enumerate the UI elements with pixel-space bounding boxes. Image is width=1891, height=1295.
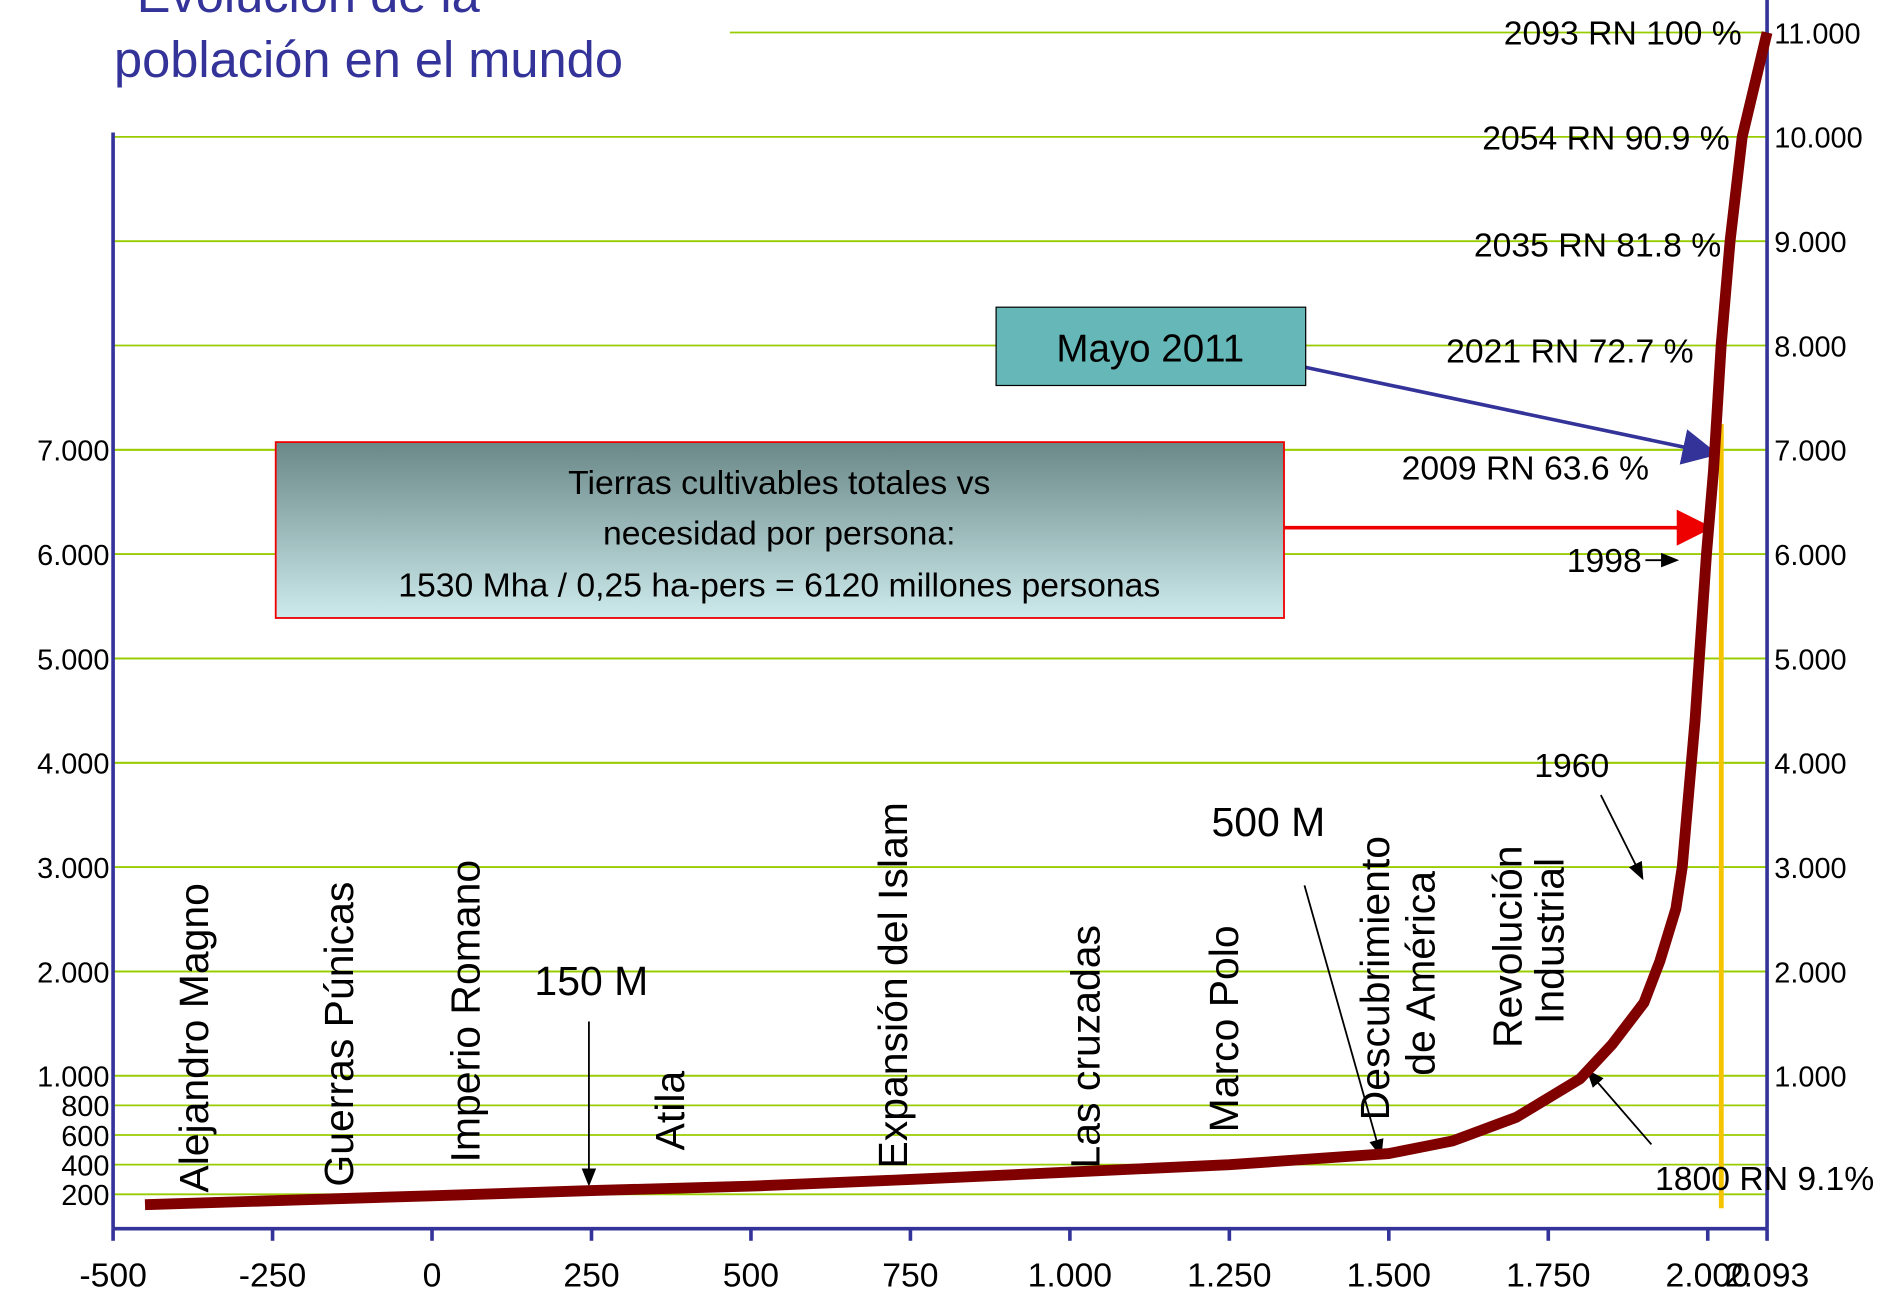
y2-tick-label: 3.000 bbox=[1774, 853, 1846, 885]
y-tick-label: 3.000 bbox=[37, 853, 109, 885]
y-tick-label: 6.000 bbox=[37, 540, 109, 572]
box-line: Tierras cultivables totales vs bbox=[568, 464, 990, 502]
y2-tick-label: 10.000 bbox=[1774, 123, 1862, 155]
y-tick-label: 600 bbox=[61, 1121, 109, 1153]
x-tick-label: 750 bbox=[882, 1257, 938, 1295]
x-tick-label: -500 bbox=[79, 1257, 147, 1295]
y-tick-label: 200 bbox=[61, 1180, 109, 1212]
y2-tick-label: 4.000 bbox=[1774, 749, 1846, 781]
callout: Mayo 2011 bbox=[1056, 327, 1244, 370]
y2-tick-label: 6.000 bbox=[1774, 540, 1846, 572]
y-tick-label: 1.000 bbox=[37, 1062, 109, 1094]
info-box bbox=[274, 441, 1285, 619]
event-label: Descubrimiento bbox=[1352, 836, 1398, 1120]
x-tick-label: 500 bbox=[723, 1257, 779, 1295]
box-line: 1530 Mha / 0,25 ha-pers = 6120 millones … bbox=[398, 566, 1160, 604]
y2-tick-label: 5.000 bbox=[1774, 644, 1846, 676]
event-label: Expansión del Islam bbox=[870, 802, 916, 1168]
y-tick-label: 800 bbox=[61, 1091, 109, 1123]
arrows bbox=[581, 365, 1719, 1187]
annotation: 2009 RN 63.6 % bbox=[1402, 449, 1649, 487]
event-label: Imperio Romano bbox=[442, 860, 488, 1163]
x-tick-label: 2.093 bbox=[1725, 1257, 1809, 1295]
annotation: 150 M bbox=[534, 958, 648, 1004]
annotation: 1800 RN 9.1% bbox=[1655, 1160, 1874, 1198]
event-label: Guerras Púnicas bbox=[316, 882, 362, 1187]
event-label: Las cruzadas bbox=[1063, 925, 1109, 1168]
x-tick-label: 1.750 bbox=[1506, 1257, 1590, 1295]
annotation: 2021 RN 72.7 % bbox=[1446, 333, 1693, 371]
annotation: 2035 RN 81.8 % bbox=[1474, 227, 1721, 265]
title: Evolución de la bbox=[137, 0, 481, 23]
x-tick-label: 2.000 bbox=[1666, 1257, 1750, 1295]
event-label: Atila bbox=[647, 1071, 693, 1151]
event-label: Alejandro Magno bbox=[171, 883, 217, 1193]
title: población en el mundo bbox=[114, 31, 623, 88]
y-tick-label: 2.000 bbox=[37, 957, 109, 989]
x-tick-label: 1.250 bbox=[1187, 1257, 1271, 1295]
annotation: 2054 RN 90.9 % bbox=[1482, 119, 1729, 157]
y-tick-label: 7.000 bbox=[37, 436, 109, 468]
annotation: 1960 bbox=[1534, 747, 1609, 785]
x-tick-label: 1.000 bbox=[1028, 1257, 1112, 1295]
y-tick-label: 4.000 bbox=[37, 749, 109, 781]
y-tick-label: 5.000 bbox=[37, 644, 109, 676]
y2-tick-label: 2.000 bbox=[1774, 957, 1846, 989]
population-line bbox=[144, 31, 1773, 1211]
event-label: Revolución bbox=[1484, 846, 1530, 1049]
y2-tick-label: 11.000 bbox=[1774, 18, 1860, 50]
x-tick-label: 1.500 bbox=[1347, 1257, 1431, 1295]
event-label: Marco Polo bbox=[1201, 925, 1247, 1132]
annotation: 2093 RN 100 % bbox=[1504, 15, 1742, 53]
event-label: de América bbox=[1398, 871, 1444, 1076]
x-tick-label: -250 bbox=[239, 1257, 307, 1295]
y2-tick-label: 8.000 bbox=[1774, 331, 1846, 363]
annotation: 1998 bbox=[1567, 542, 1642, 580]
annotation: 500 M bbox=[1211, 799, 1325, 845]
y2-tick-label: 7.000 bbox=[1774, 436, 1846, 468]
x-tick-label: 250 bbox=[563, 1257, 619, 1295]
x-tick-label: 0 bbox=[423, 1257, 442, 1295]
y-tick-label: 400 bbox=[61, 1150, 109, 1182]
box-line: necesidad por persona: bbox=[603, 515, 955, 553]
y2-tick-label: 9.000 bbox=[1774, 227, 1846, 259]
y2-tick-label: 1.000 bbox=[1774, 1062, 1846, 1094]
callout-box bbox=[995, 306, 1307, 387]
event-label: Industrial bbox=[1526, 858, 1572, 1024]
